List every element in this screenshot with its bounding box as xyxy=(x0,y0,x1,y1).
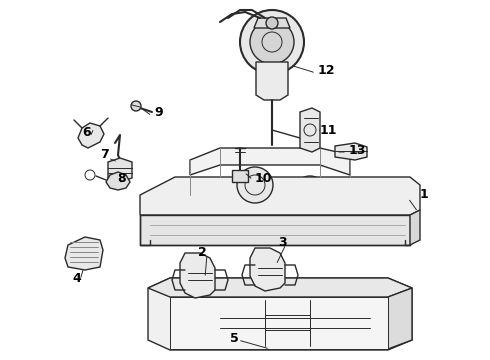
Polygon shape xyxy=(106,172,130,190)
Text: 5: 5 xyxy=(230,332,239,345)
Polygon shape xyxy=(190,148,350,175)
Text: 11: 11 xyxy=(320,123,338,136)
Polygon shape xyxy=(108,158,132,182)
Circle shape xyxy=(237,167,273,203)
Circle shape xyxy=(266,17,278,29)
Polygon shape xyxy=(232,170,248,182)
Polygon shape xyxy=(410,210,420,245)
Polygon shape xyxy=(148,278,412,297)
Circle shape xyxy=(250,20,294,64)
Circle shape xyxy=(131,101,141,111)
Polygon shape xyxy=(78,123,104,148)
Text: 3: 3 xyxy=(278,235,287,248)
Polygon shape xyxy=(148,278,412,350)
Polygon shape xyxy=(388,288,412,349)
Text: 4: 4 xyxy=(72,271,81,284)
Text: 6: 6 xyxy=(82,126,91,139)
Ellipse shape xyxy=(299,176,321,190)
Text: 2: 2 xyxy=(198,246,207,258)
Polygon shape xyxy=(335,143,367,160)
Text: 9: 9 xyxy=(154,107,163,120)
Polygon shape xyxy=(65,237,103,270)
Polygon shape xyxy=(250,248,285,291)
Polygon shape xyxy=(170,297,388,349)
Polygon shape xyxy=(254,18,290,28)
Text: 10: 10 xyxy=(255,171,272,184)
Text: 8: 8 xyxy=(117,171,125,184)
Circle shape xyxy=(240,10,304,74)
Polygon shape xyxy=(256,62,288,100)
Polygon shape xyxy=(300,108,320,152)
Text: 12: 12 xyxy=(318,63,336,77)
Text: 13: 13 xyxy=(349,144,367,157)
Polygon shape xyxy=(180,253,215,298)
Text: 7: 7 xyxy=(100,148,109,162)
Polygon shape xyxy=(140,177,420,215)
Text: 1: 1 xyxy=(420,189,429,202)
Polygon shape xyxy=(140,215,410,245)
